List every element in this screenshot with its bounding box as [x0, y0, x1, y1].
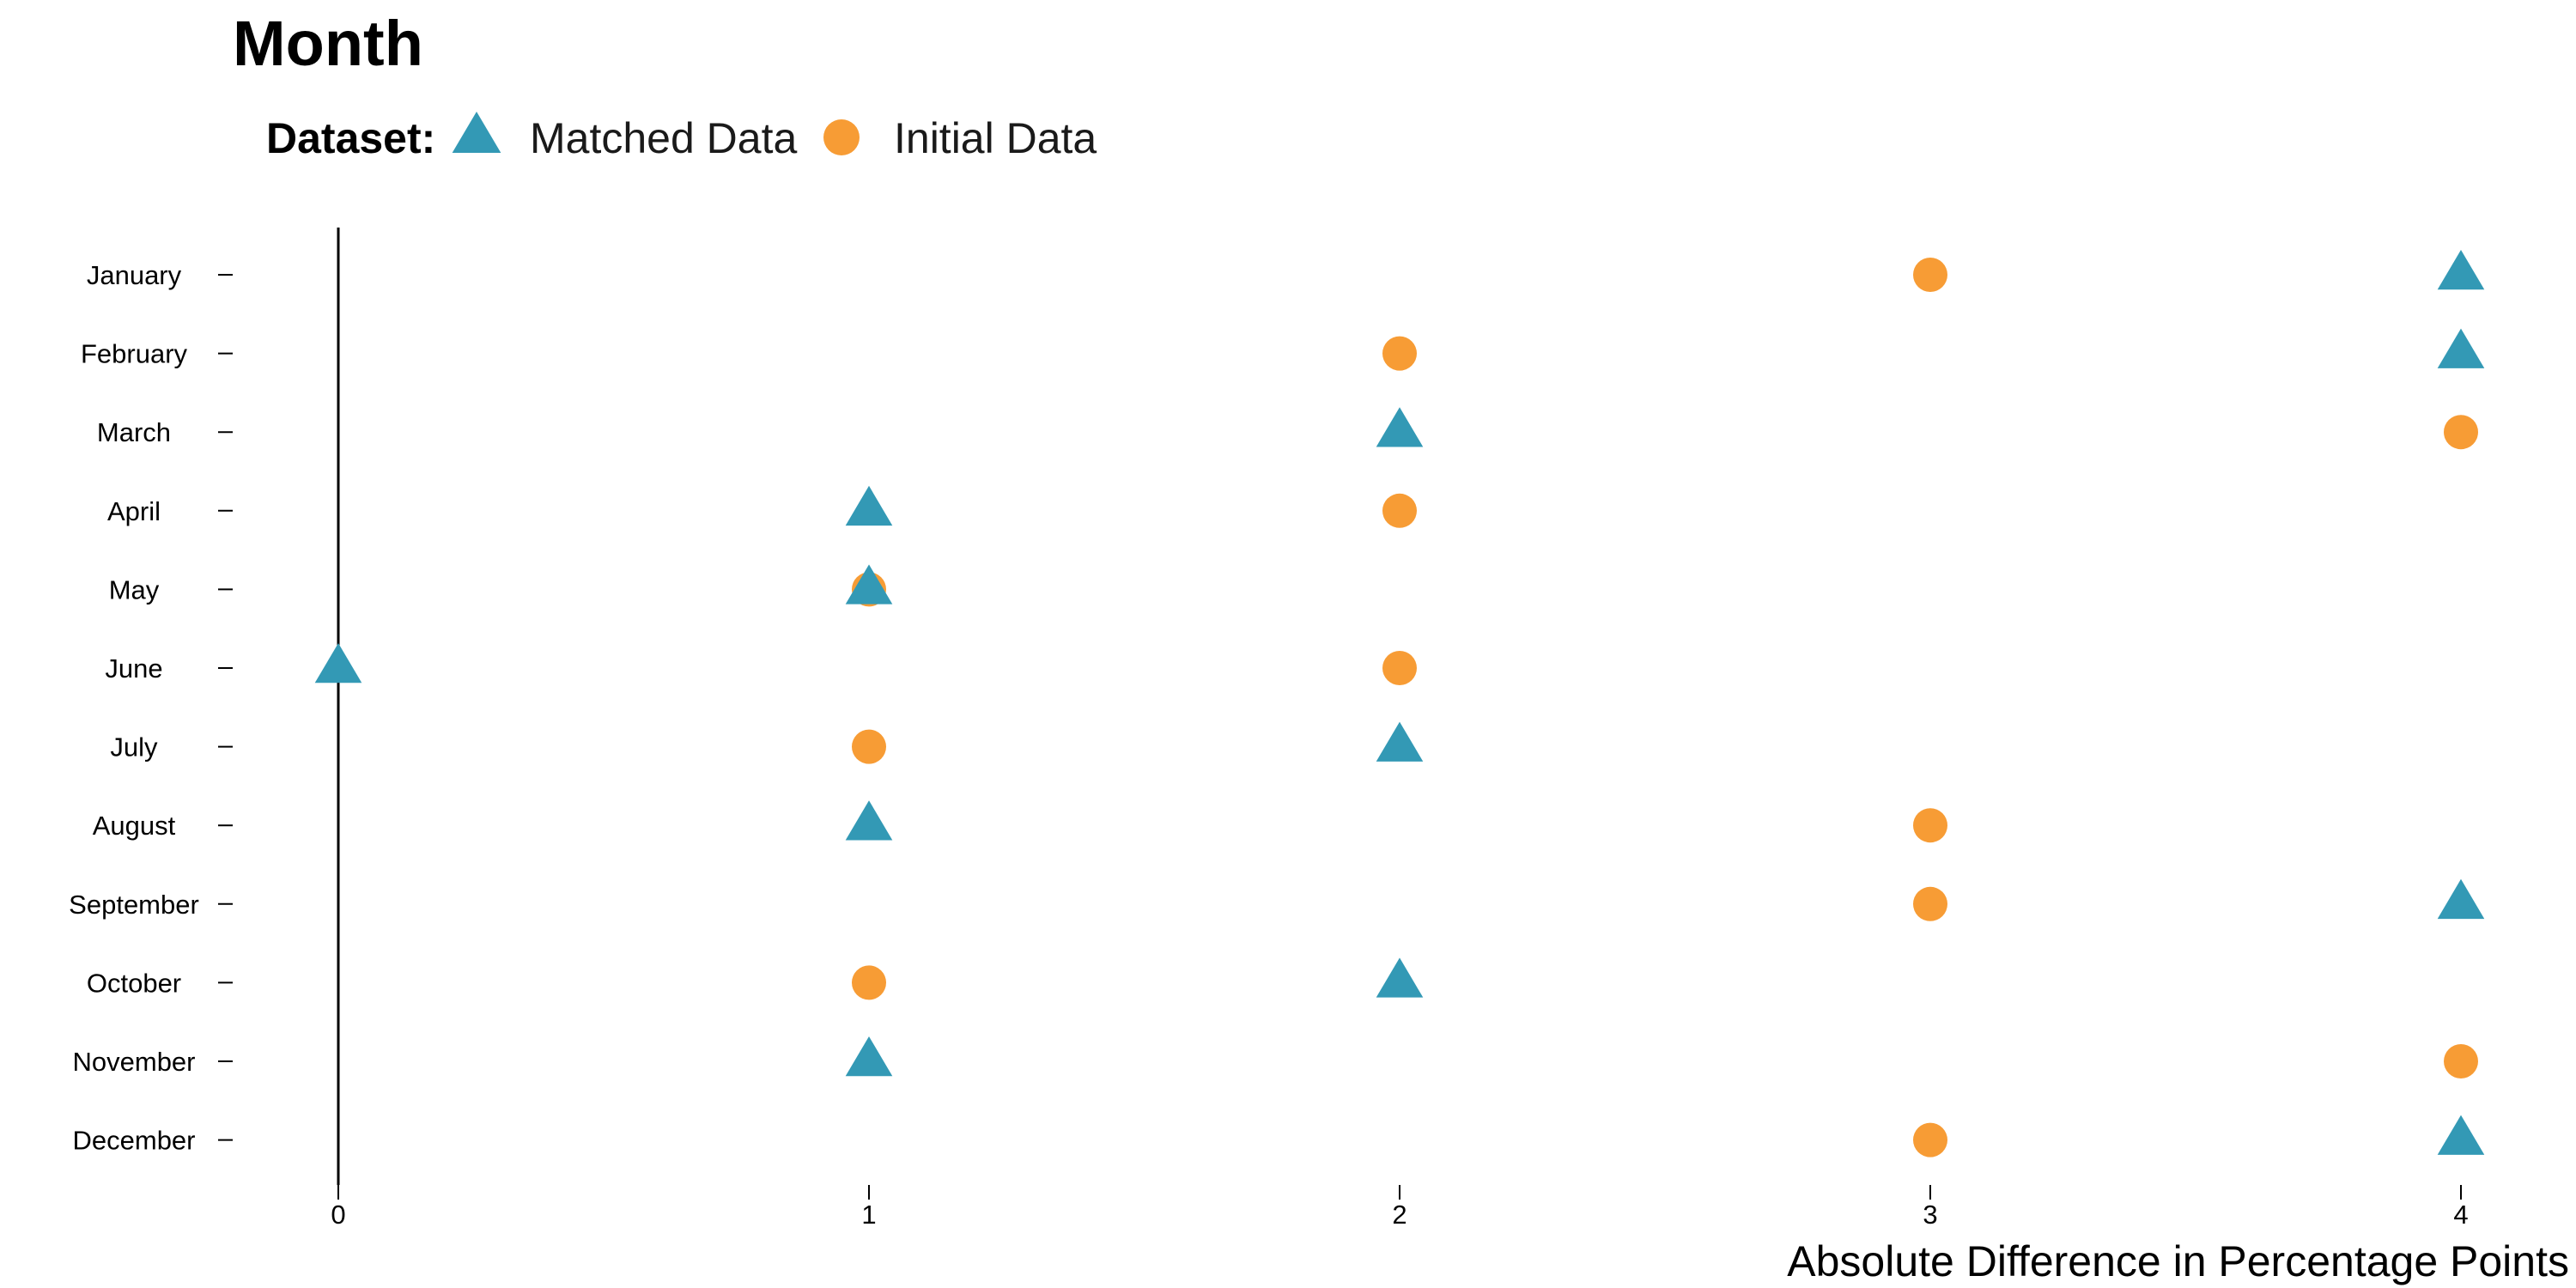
y-tick-label-february: February [81, 339, 188, 369]
point-matched-data-february [2437, 328, 2485, 368]
data-marks [314, 250, 2485, 1157]
y-tick-label-may: May [109, 574, 160, 605]
point-initial-data-october [852, 965, 886, 1000]
series-matched-data [314, 250, 2485, 1155]
point-matched-data-july [1376, 721, 1424, 762]
point-initial-data-july [852, 729, 886, 764]
legend-marker-initial-data [823, 119, 860, 155]
chart-title: Month [233, 8, 423, 79]
point-initial-data-january [1913, 258, 1947, 292]
point-matched-data-march [1376, 407, 1424, 447]
point-matched-data-june [314, 643, 362, 683]
point-initial-data-august [1913, 808, 1947, 843]
y-tick-label-august: August [93, 811, 176, 841]
point-initial-data-march [2444, 415, 2478, 450]
x-axis-label: Absolute Difference in Percentage Points [1787, 1237, 2569, 1285]
x-tick-label-3: 3 [1923, 1200, 1937, 1230]
x-tick-label-1: 1 [861, 1200, 876, 1230]
legend-marker-matched-data [452, 112, 501, 154]
y-tick-label-march: March [97, 417, 171, 447]
point-matched-data-september [2437, 878, 2485, 920]
point-matched-data-december [2437, 1115, 2485, 1155]
point-initial-data-february [1382, 336, 1417, 371]
y-tick-label-november: November [73, 1047, 196, 1077]
legend-label-initial-data: Initial Data [894, 114, 1097, 162]
legend-items: Matched Data Initial Data [452, 112, 1097, 162]
point-matched-data-october [1376, 957, 1424, 998]
x-tick-label-2: 2 [1392, 1200, 1406, 1230]
legend-title: Dataset: [266, 114, 435, 162]
point-matched-data-may [845, 564, 893, 605]
y-tick-label-april: April [107, 496, 161, 526]
y-tick-label-january: January [87, 260, 182, 290]
y-tick-label-june: June [105, 653, 162, 683]
point-initial-data-november [2444, 1044, 2478, 1078]
y-tick-label-october: October [87, 968, 181, 998]
y-tick-label-september: September [69, 890, 199, 920]
series-initial-data [852, 258, 2478, 1157]
point-matched-data-august [845, 800, 893, 841]
y-axis: January February March April May June July Augu… [69, 260, 233, 1156]
point-initial-data-june [1382, 651, 1417, 685]
x-tick-label-4: 4 [2453, 1200, 2468, 1230]
y-tick-label-december: December [73, 1126, 196, 1156]
point-matched-data-april [845, 485, 893, 526]
x-axis: 0 1 2 3 4 [331, 1185, 2469, 1230]
x-tick-label-0: 0 [331, 1200, 345, 1230]
legend-label-matched-data: Matched Data [530, 114, 797, 162]
point-initial-data-april [1382, 493, 1417, 528]
point-matched-data-january [2437, 250, 2485, 290]
legend: Dataset: Matched Data Initial Data [266, 112, 1097, 162]
point-initial-data-december [1913, 1122, 1947, 1157]
point-initial-data-september [1913, 886, 1947, 921]
point-matched-data-november [845, 1036, 893, 1077]
y-tick-label-july: July [110, 732, 158, 762]
